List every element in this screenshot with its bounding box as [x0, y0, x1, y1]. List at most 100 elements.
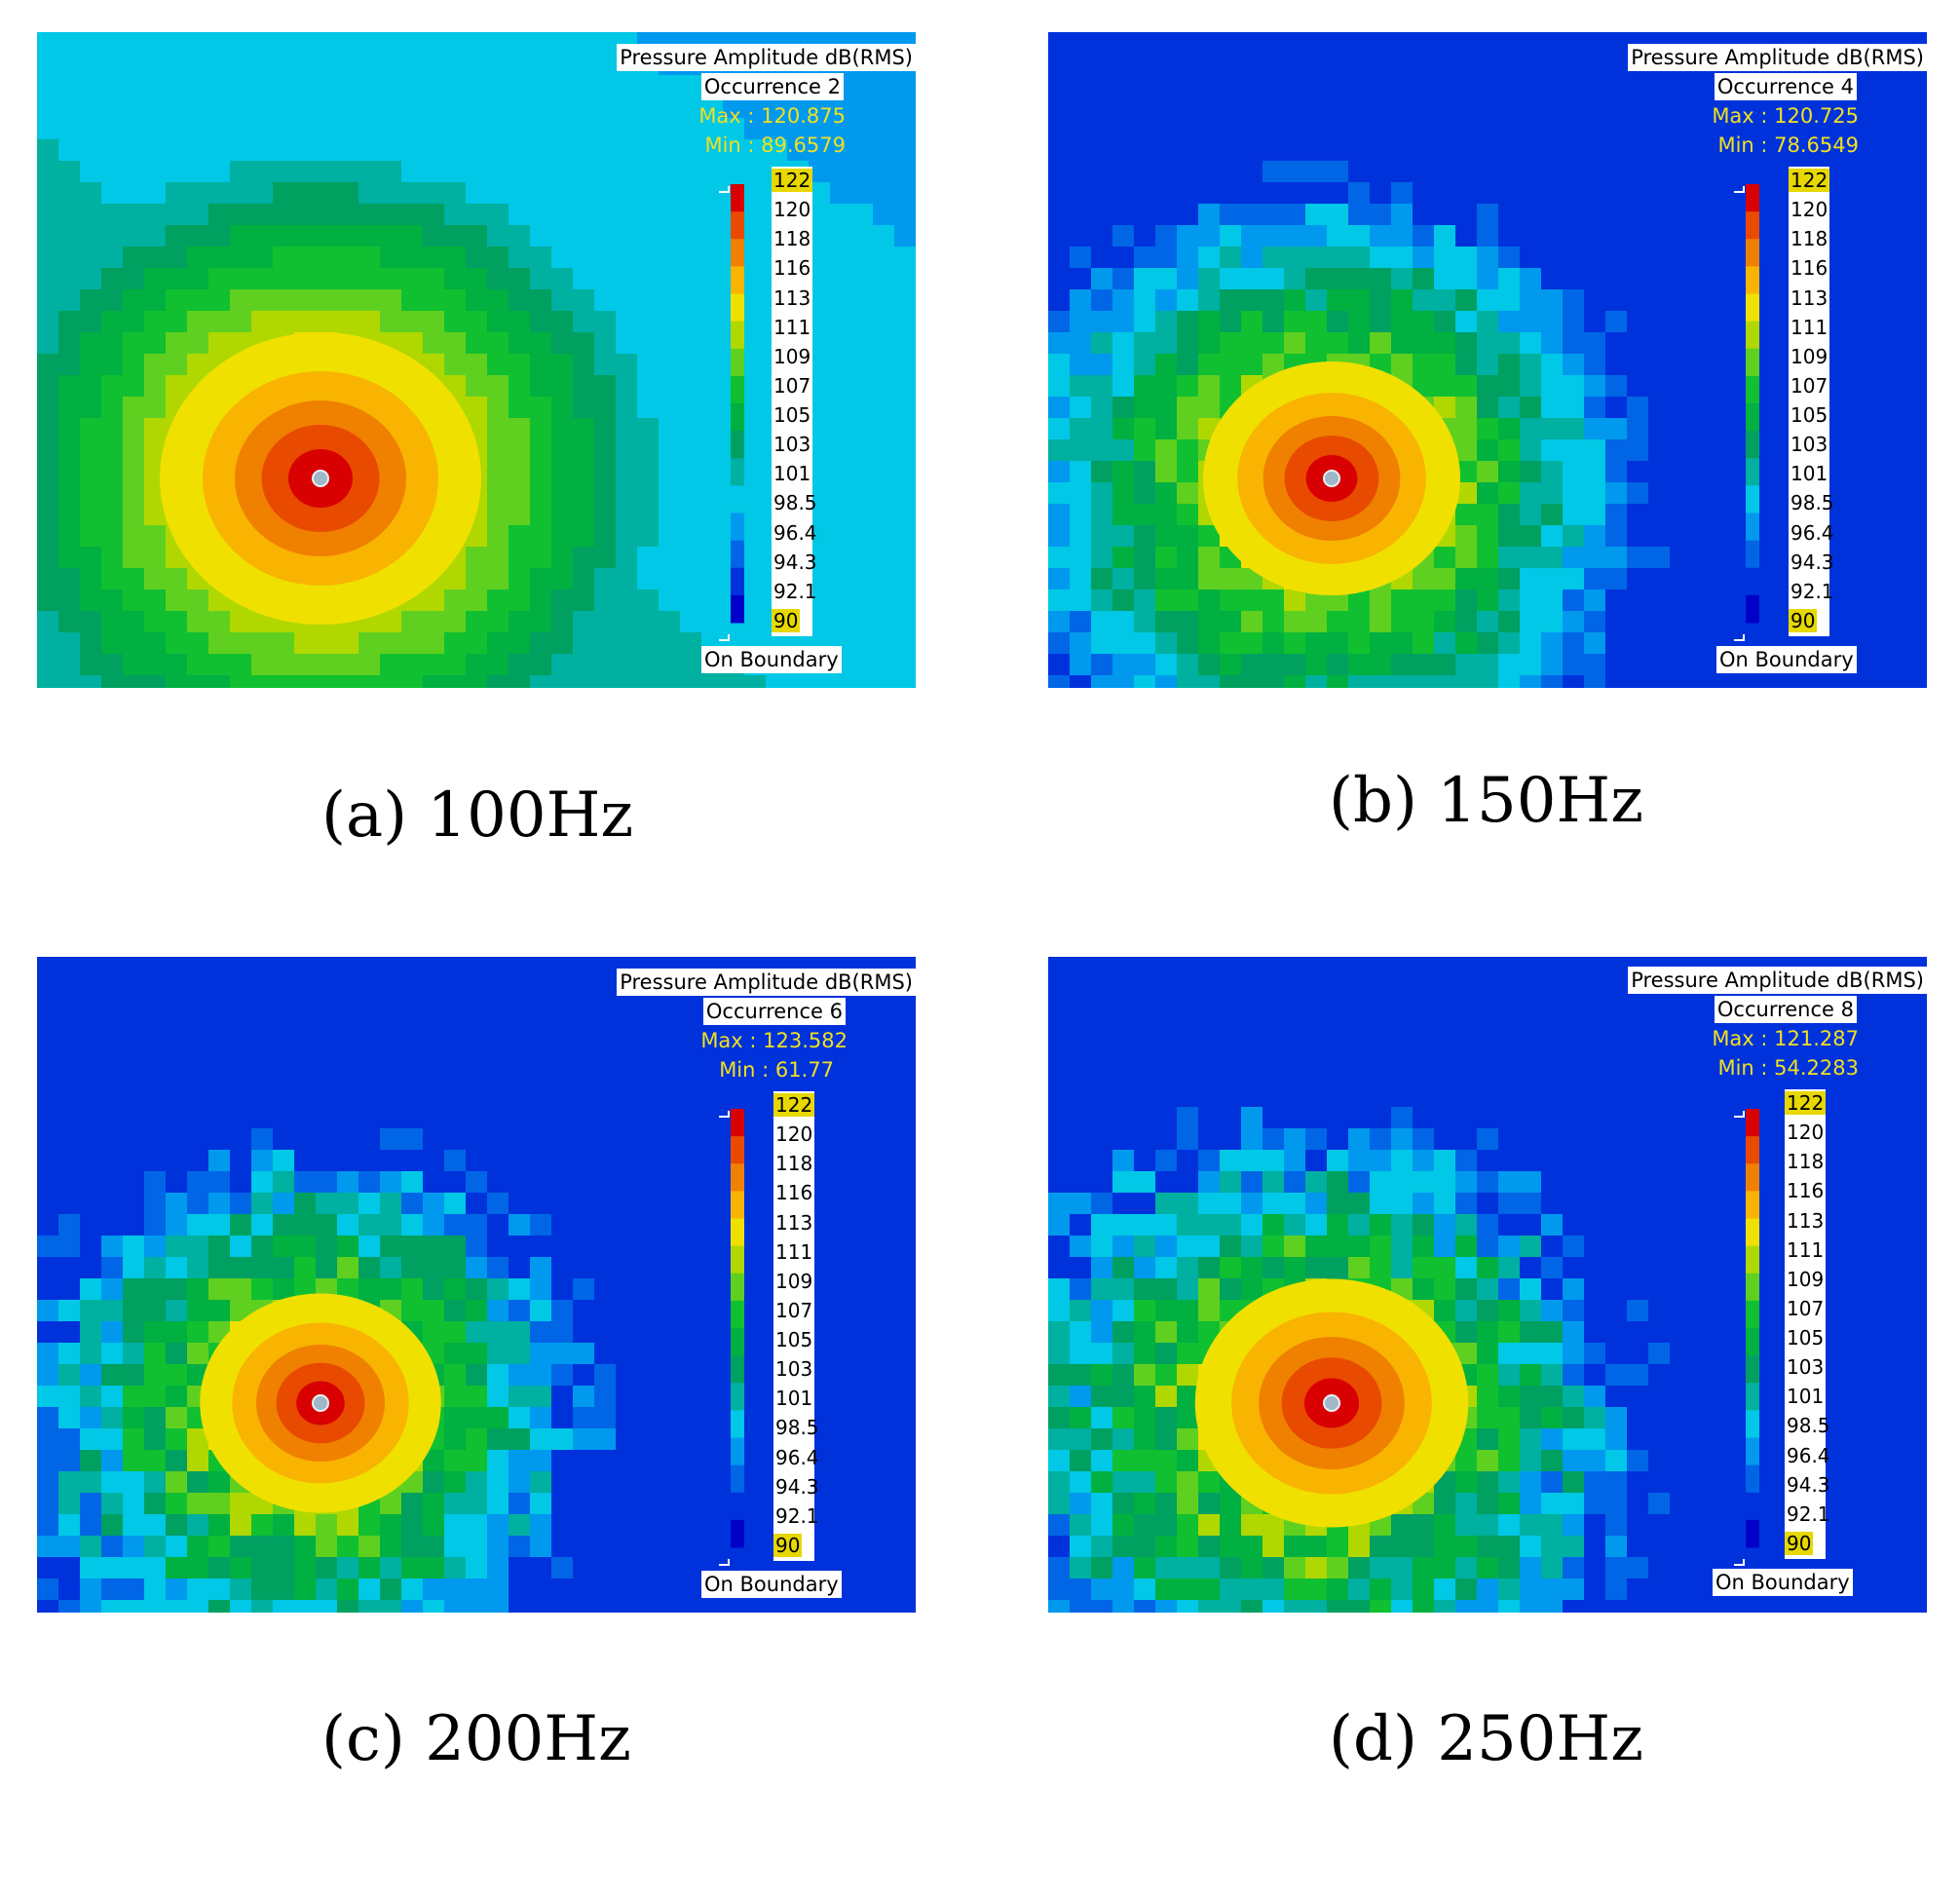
- contour-cell: [680, 589, 702, 612]
- contour-cell: [166, 1471, 188, 1494]
- contour-cell: [1798, 1064, 1821, 1086]
- contour-cell: [659, 589, 681, 612]
- legend-title: Pressure Amplitude dB(RMS): [617, 969, 916, 996]
- contour-cell: [1091, 354, 1113, 376]
- contour-cell: [1177, 1085, 1199, 1108]
- contour-cell: [509, 1536, 531, 1558]
- contour-cell: [58, 1514, 81, 1537]
- contour-cell: [1648, 247, 1671, 269]
- contour-cell: [316, 1000, 338, 1022]
- contour-cell: [680, 1000, 702, 1022]
- contour-cell: [1070, 204, 1092, 226]
- contour-cell: [1520, 75, 1542, 97]
- contour-cell: [809, 611, 831, 633]
- contour-cell: [830, 525, 852, 548]
- contour-cell: [1884, 161, 1906, 183]
- contour-cell: [1327, 332, 1349, 355]
- contour-cell: [1455, 54, 1478, 76]
- contour-cell: [1691, 504, 1714, 526]
- contour-cell: [1241, 1043, 1263, 1065]
- contour-cell: [1155, 482, 1178, 505]
- contour-cell: [144, 1000, 167, 1022]
- contour-cell: [616, 1343, 638, 1365]
- contour-cell: [809, 268, 831, 290]
- contour-cell: [851, 589, 874, 612]
- contour-cell: [1434, 311, 1456, 333]
- contour-cell: [1605, 525, 1628, 548]
- contour-cell: [80, 504, 102, 526]
- contour-cell: [251, 632, 274, 655]
- contour-cell: [358, 204, 381, 226]
- contour-cell: [1220, 182, 1242, 205]
- contour-cell: [358, 75, 381, 97]
- contour-cell: [1498, 1021, 1521, 1044]
- contour-cell: [1884, 1300, 1906, 1322]
- contour-cell: [1220, 118, 1242, 140]
- contour-cell: [616, 1578, 638, 1601]
- colorbar-segment: [731, 567, 744, 596]
- contour-cell: [1605, 204, 1628, 226]
- colorbar-tick-label: 107: [1790, 373, 1828, 398]
- contour-cell: [573, 525, 595, 548]
- contour-cell: [1584, 32, 1606, 55]
- contour-cell: [466, 161, 488, 183]
- contour-cell: [1327, 182, 1349, 205]
- contour-cell: [1348, 1021, 1371, 1044]
- contour-cell: [1455, 611, 1478, 633]
- contour-cell: [894, 589, 916, 612]
- caption-b: (b) 150Hz: [1329, 765, 1643, 837]
- contour-cell: [1520, 1300, 1542, 1322]
- contour-cell: [1155, 1064, 1178, 1086]
- contour-cell: [1155, 525, 1178, 548]
- contour-cell: [530, 75, 552, 97]
- contour-cell: [1455, 632, 1478, 655]
- contour-cell: [873, 1557, 895, 1579]
- contour-cell: [1863, 525, 1885, 548]
- contour-cell: [466, 1257, 488, 1279]
- contour-cell: [187, 225, 209, 247]
- contour-cell: [594, 418, 617, 440]
- contour-cell: [1434, 1236, 1456, 1258]
- contour-cell: [1112, 504, 1135, 526]
- contour-cell: [1584, 225, 1606, 247]
- contour-cell: [208, 32, 231, 55]
- contour-cell: [1177, 1150, 1199, 1172]
- contour-cell: [851, 675, 874, 688]
- contour-cell: [1905, 118, 1927, 140]
- contour-cell: [37, 1600, 59, 1613]
- contour-cell: [1241, 225, 1263, 247]
- contour-cell: [873, 182, 895, 205]
- contour-cell: [401, 1021, 424, 1044]
- contour-cell: [1520, 1171, 1542, 1194]
- contour-cell: [830, 118, 852, 140]
- contour-cell: [1070, 1107, 1092, 1129]
- contour-cell: [230, 311, 252, 333]
- contour-cell: [1627, 1021, 1649, 1044]
- contour-cell: [851, 482, 874, 505]
- contour-cell: [1241, 311, 1263, 333]
- contour-cell: [487, 1021, 509, 1044]
- contour-cell: [1541, 1386, 1564, 1408]
- contour-cell: [1520, 1386, 1542, 1408]
- contour-cell: [444, 611, 467, 633]
- contour-cell: [1520, 589, 1542, 612]
- contour-cell: [573, 1257, 595, 1279]
- contour-cell: [1263, 118, 1285, 140]
- contour-cell: [37, 1450, 59, 1472]
- contour-cell: [830, 482, 852, 505]
- contour-cell: [466, 96, 488, 119]
- contour-cell: [1305, 1171, 1328, 1194]
- contour-cell: [594, 1557, 617, 1579]
- contour-cell: [1841, 118, 1864, 140]
- contour-cell: [1777, 1043, 1799, 1065]
- contour-cell: [1112, 1236, 1135, 1258]
- contour-cell: [1434, 54, 1456, 76]
- contour-cell: [187, 182, 209, 205]
- contour-cell: [1627, 611, 1649, 633]
- contour-cell: [1091, 1278, 1113, 1301]
- contour-cell: [423, 1471, 445, 1494]
- contour-cell: [616, 1128, 638, 1151]
- colorbar-tick-label: 111: [1790, 315, 1828, 339]
- contour-cell: [1691, 375, 1714, 398]
- contour-cell: [637, 1278, 660, 1301]
